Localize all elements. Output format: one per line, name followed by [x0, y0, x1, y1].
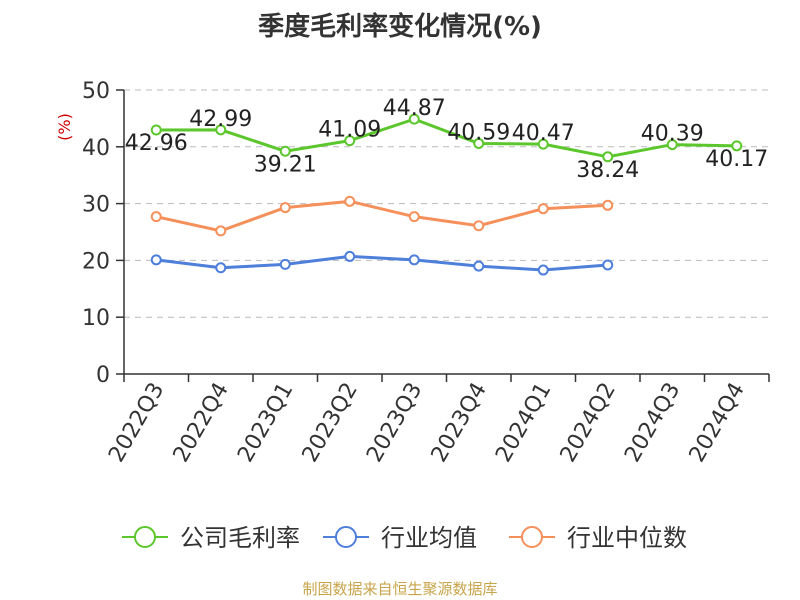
source-note: 制图数据来自恒生聚源数据库 [302, 580, 498, 598]
data-label: 40.59 [447, 120, 510, 145]
data-label: 40.39 [641, 122, 704, 147]
y-tick-label: 10 [82, 306, 110, 331]
data-point [215, 124, 227, 136]
y-tick-label: 0 [96, 363, 110, 388]
chart-title: 季度毛利率变化情况(%) [258, 12, 542, 42]
series-line-0 [156, 117, 737, 159]
x-tick-label: 2023Q2 [298, 379, 363, 467]
legend: 公司毛利率 行业均值 行业中位数 [122, 524, 687, 552]
data-point [150, 254, 162, 266]
y-tick-label: 40 [82, 136, 110, 161]
data-point [408, 113, 420, 125]
data-point [473, 220, 485, 232]
y-tick-label: 30 [82, 193, 110, 218]
data-point [602, 259, 614, 271]
x-tick-label: 2024Q1 [491, 379, 556, 467]
legend-label: 公司毛利率 [180, 524, 300, 552]
legend-label: 行业均值 [381, 524, 477, 552]
y-tick-label: 20 [82, 249, 110, 274]
data-point [279, 258, 291, 270]
data-label: 42.99 [189, 107, 252, 132]
data-point [279, 145, 291, 157]
x-tick-label: 2022Q3 [104, 379, 169, 467]
data-point [150, 124, 162, 136]
data-label: 41.09 [318, 118, 381, 143]
data-point [666, 139, 678, 151]
data-point [537, 203, 549, 215]
series-line-2 [155, 199, 608, 233]
legend-marker [335, 526, 357, 548]
data-point [537, 264, 549, 276]
data-point [344, 195, 356, 207]
data-label: 42.96 [125, 131, 188, 156]
legend-label: 行业中位数 [567, 524, 687, 552]
data-point [215, 262, 227, 274]
y-tick-label: 50 [82, 79, 110, 104]
data-point [408, 254, 420, 266]
series-lines [150, 113, 743, 276]
data-point [731, 140, 743, 152]
data-point [279, 202, 291, 214]
grid-lines [124, 89, 769, 318]
data-point [150, 211, 162, 223]
data-point [473, 137, 485, 149]
x-tick-label: 2024Q3 [620, 379, 685, 467]
x-tick-label: 2022Q4 [169, 379, 234, 467]
data-label: 44.87 [383, 96, 446, 121]
x-tick-label: 2024Q4 [685, 379, 750, 467]
data-point [602, 199, 614, 211]
data-label: 40.17 [705, 147, 768, 172]
data-point [602, 151, 614, 163]
data-point [344, 135, 356, 147]
y-axis-label: (%) [55, 113, 74, 141]
x-tick-label: 2023Q3 [362, 379, 427, 467]
data-label: 38.24 [576, 158, 639, 183]
data-point [408, 211, 420, 223]
series-line-1 [156, 254, 608, 272]
x-tick-label: 2023Q4 [427, 379, 492, 467]
data-label: 40.47 [512, 121, 575, 146]
legend-marker [521, 526, 543, 548]
data-point [215, 225, 227, 237]
data-label: 39.21 [254, 152, 317, 177]
data-point [344, 250, 356, 262]
x-tick-label: 2023Q1 [233, 379, 298, 467]
x-tick-label: 2024Q2 [556, 379, 621, 467]
legend-marker [134, 526, 156, 548]
data-point [473, 260, 485, 272]
data-point [537, 138, 549, 150]
